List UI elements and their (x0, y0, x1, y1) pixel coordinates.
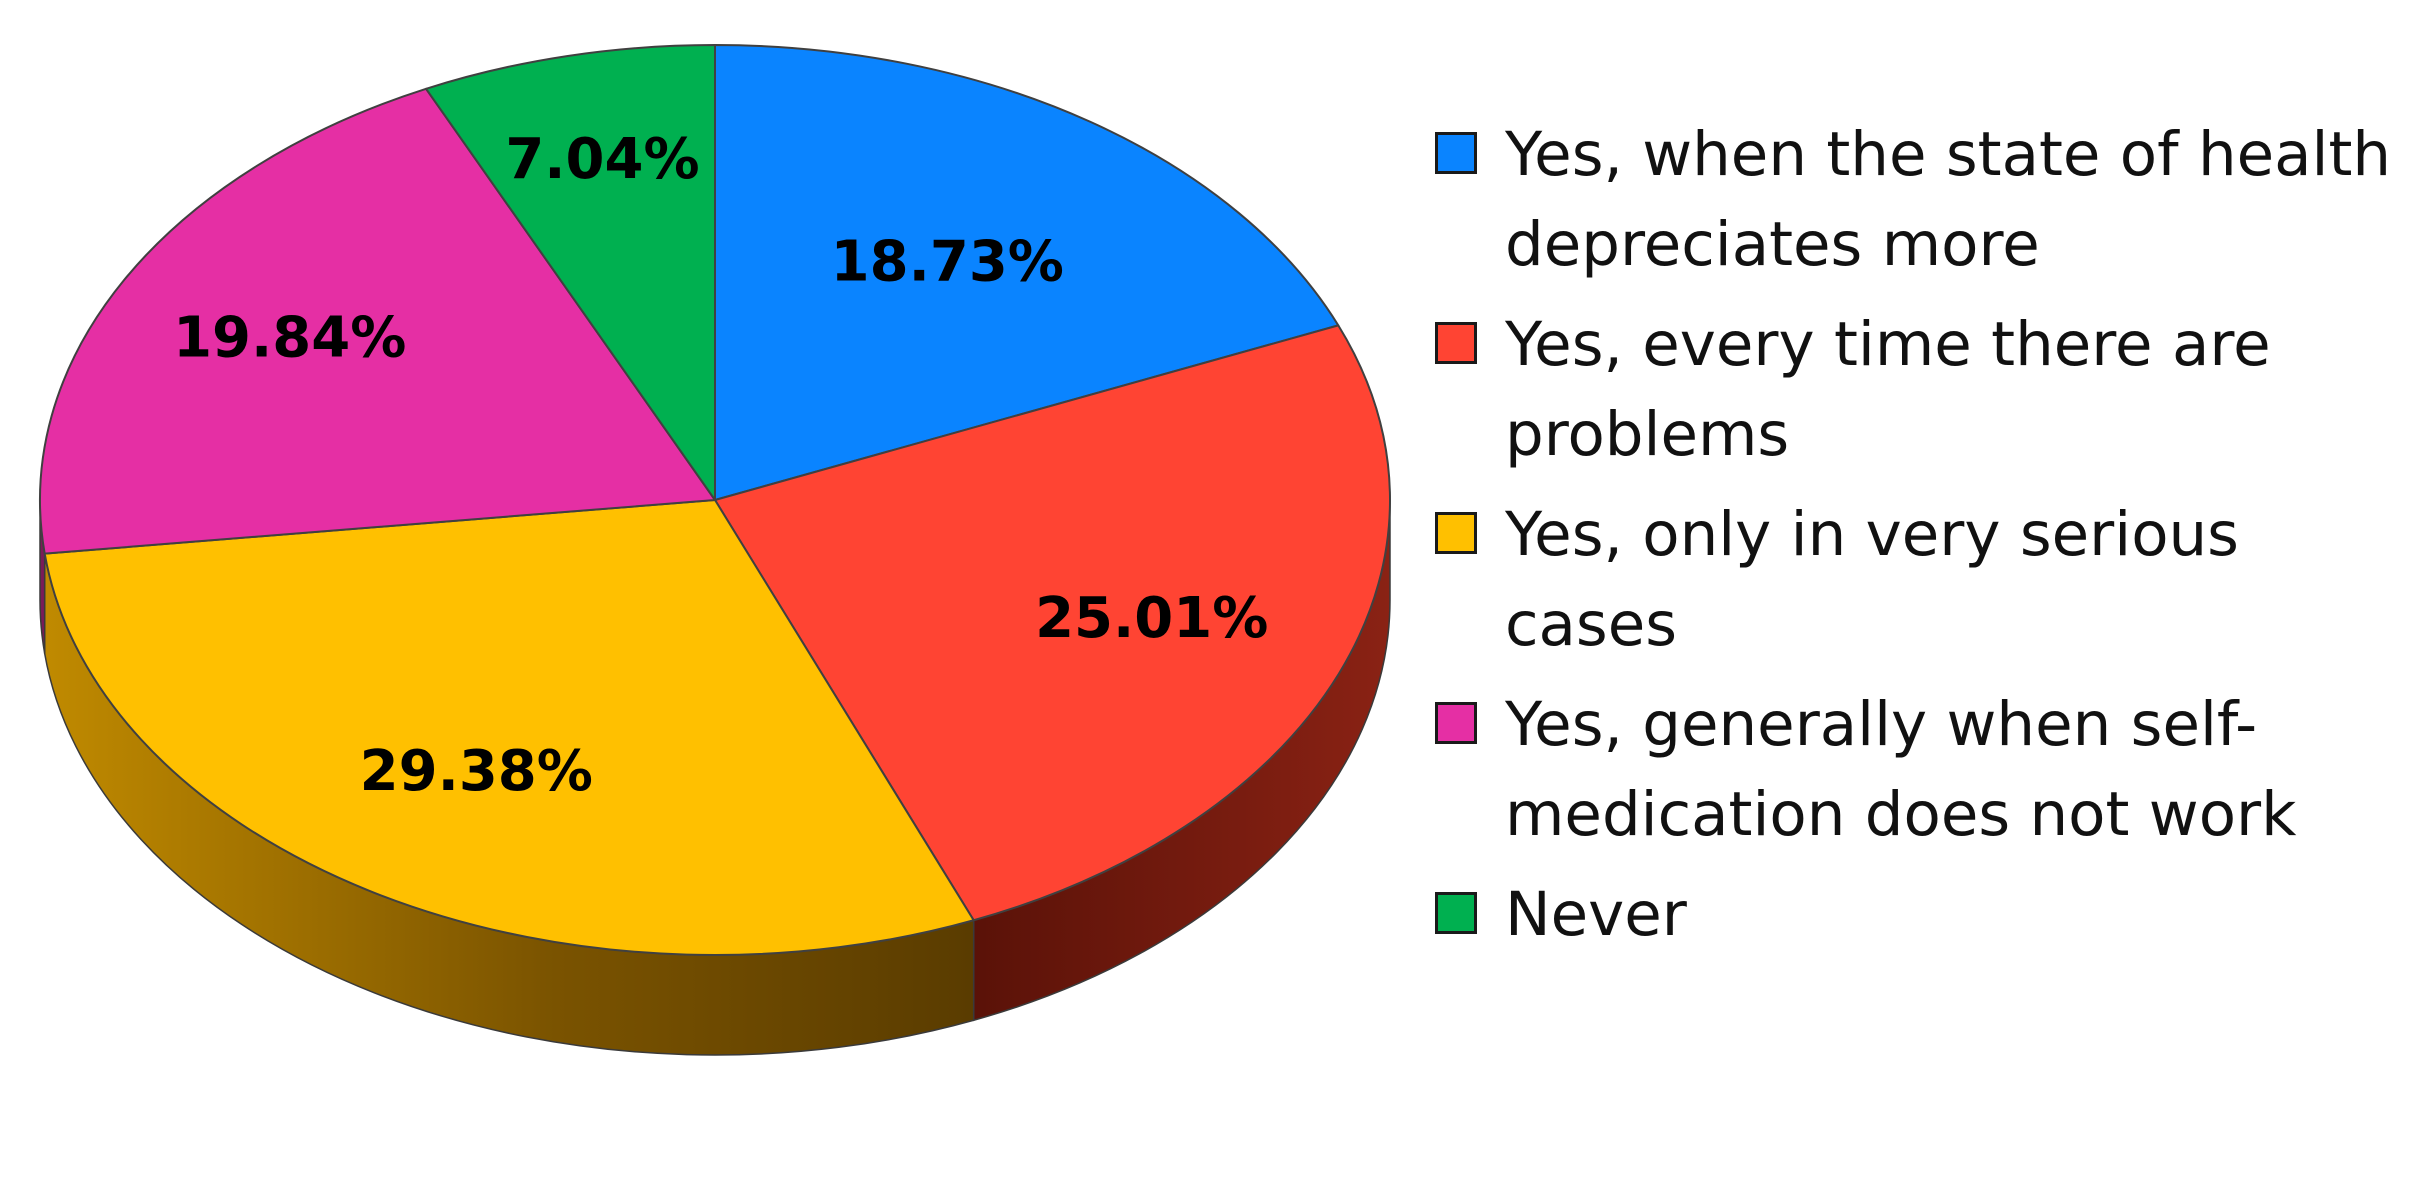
legend-swatch (1435, 702, 1477, 744)
pie-slices (39, 44, 1391, 956)
legend-item: Yes, only in very serious cases (1435, 490, 2395, 670)
pie-slice-value-label: 7.04% (505, 127, 699, 192)
legend-label: Yes, when the state of health (1505, 119, 2392, 190)
pie-slice (43, 499, 975, 956)
legend-label: problems (1505, 399, 1790, 470)
pie-slice-value-label: 19.84% (173, 306, 406, 371)
pie-value-labels: 18.73% 25.01% 29.38% 19.84% 7.04% (173, 127, 1268, 804)
legend-swatch (1435, 892, 1477, 934)
legend: Yes, when the state of health depreciate… (1435, 110, 2395, 970)
legend-item: Yes, every time there are problems (1435, 300, 2395, 480)
pie-slice-value-label: 18.73% (831, 229, 1064, 294)
legend-label: cases (1505, 589, 1678, 660)
pie-slice (39, 87, 716, 555)
pie-slice (714, 324, 1391, 922)
pie-slice (714, 44, 1340, 501)
pie-chart: 18.73% 25.01% 29.38% 19.84% 7.04% (39, 44, 1391, 1056)
pie-slice (425, 44, 716, 501)
legend-label: Yes, only in very serious (1505, 499, 2239, 570)
pie-slice-value-label: 29.38% (360, 739, 593, 804)
legend-swatch (1435, 512, 1477, 554)
legend-label: medication does not work (1505, 779, 2297, 850)
legend-swatch (1435, 322, 1477, 364)
legend-swatch (1435, 132, 1477, 174)
legend-label: Never (1505, 879, 1687, 950)
legend-item: Yes, when the state of health depreciate… (1435, 110, 2395, 290)
legend-label: Yes, generally when self- (1505, 689, 2258, 760)
legend-item: Never (1435, 870, 2395, 960)
legend-label: depreciates more (1505, 209, 2040, 280)
pie-slice-value-label: 25.01% (1035, 586, 1268, 651)
legend-label: Yes, every time there are (1505, 309, 2271, 380)
legend-item: Yes, generally when self- medication doe… (1435, 680, 2395, 860)
